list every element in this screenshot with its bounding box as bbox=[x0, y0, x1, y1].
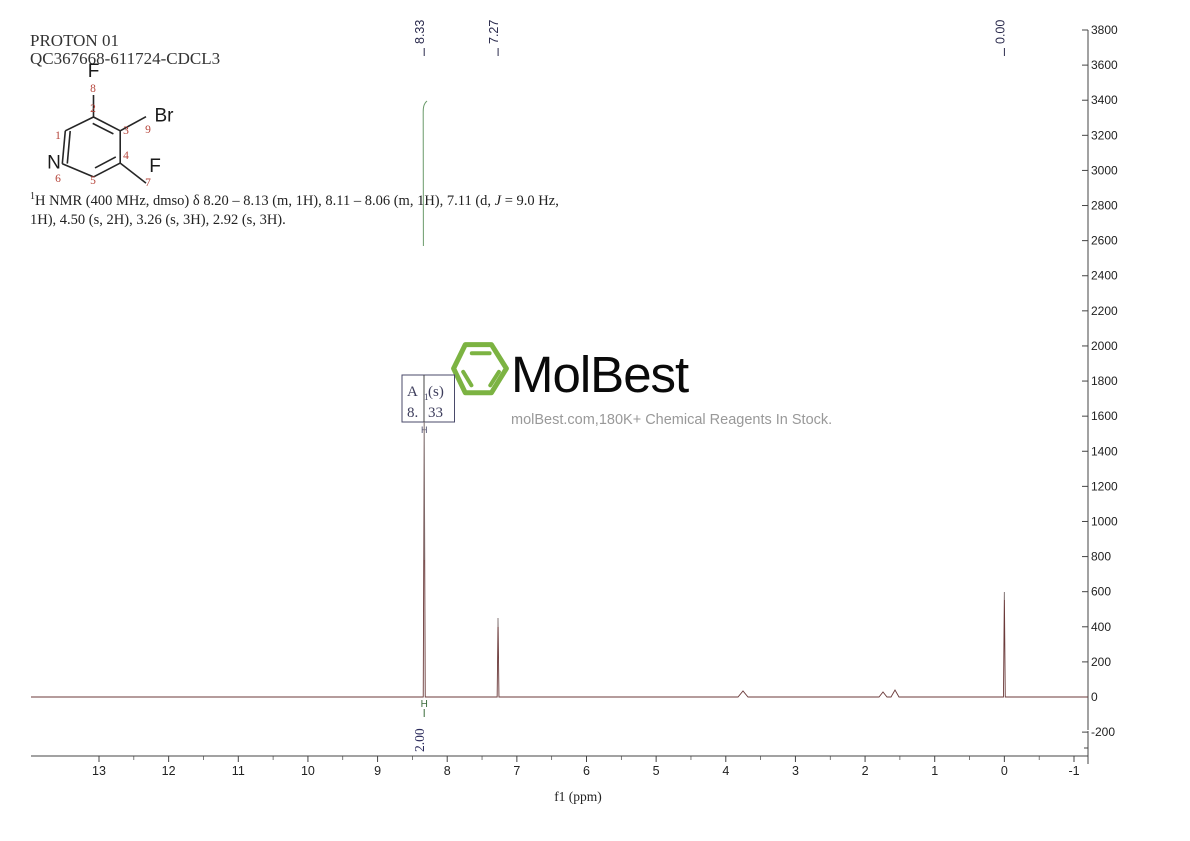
svg-text:1400: 1400 bbox=[1091, 444, 1118, 458]
svg-text:10: 10 bbox=[301, 764, 315, 778]
svg-text:2000: 2000 bbox=[1091, 339, 1118, 353]
svg-text:9: 9 bbox=[374, 764, 381, 778]
svg-text:2600: 2600 bbox=[1091, 234, 1118, 248]
svg-text:molBest.com,180K+ Chemical Rea: molBest.com,180K+ Chemical Reagents In S… bbox=[511, 412, 832, 428]
svg-text:A: A bbox=[407, 384, 418, 400]
svg-text:-200: -200 bbox=[1091, 725, 1115, 739]
svg-text:3600: 3600 bbox=[1091, 58, 1118, 72]
svg-text:1600: 1600 bbox=[1091, 409, 1118, 423]
svg-text:MolBest: MolBest bbox=[511, 346, 689, 403]
svg-text:800: 800 bbox=[1091, 550, 1111, 564]
svg-text:7.27: 7.27 bbox=[487, 20, 501, 44]
svg-text:f1 (ppm): f1 (ppm) bbox=[554, 789, 602, 804]
svg-text:3: 3 bbox=[792, 764, 799, 778]
svg-text:6: 6 bbox=[583, 764, 590, 778]
svg-text:3200: 3200 bbox=[1091, 128, 1118, 142]
svg-text:1: 1 bbox=[931, 764, 938, 778]
svg-text:8: 8 bbox=[444, 764, 451, 778]
svg-text:2400: 2400 bbox=[1091, 269, 1118, 283]
svg-text:0: 0 bbox=[1091, 690, 1098, 704]
svg-text:7: 7 bbox=[513, 764, 520, 778]
svg-text:600: 600 bbox=[1091, 585, 1111, 599]
svg-text:8.: 8. bbox=[407, 405, 418, 421]
svg-text:3400: 3400 bbox=[1091, 93, 1118, 107]
svg-text:2: 2 bbox=[862, 764, 869, 778]
svg-text:5: 5 bbox=[653, 764, 660, 778]
svg-text:-1: -1 bbox=[1068, 764, 1079, 778]
svg-text:3800: 3800 bbox=[1091, 23, 1118, 37]
svg-text:2200: 2200 bbox=[1091, 304, 1118, 318]
svg-text:11: 11 bbox=[232, 764, 245, 778]
svg-text:400: 400 bbox=[1091, 620, 1111, 634]
svg-text:3000: 3000 bbox=[1091, 163, 1118, 177]
svg-text:1800: 1800 bbox=[1091, 374, 1118, 388]
svg-text:200: 200 bbox=[1091, 655, 1111, 669]
svg-text:8.33: 8.33 bbox=[413, 20, 427, 44]
svg-text:1200: 1200 bbox=[1091, 479, 1118, 493]
svg-text:13: 13 bbox=[92, 764, 106, 778]
svg-text:2.00: 2.00 bbox=[412, 728, 427, 752]
svg-text:1000: 1000 bbox=[1091, 514, 1118, 528]
svg-text:4: 4 bbox=[722, 764, 729, 778]
svg-text:0: 0 bbox=[1001, 764, 1008, 778]
svg-text:H: H bbox=[421, 699, 428, 710]
svg-text:12: 12 bbox=[162, 764, 176, 778]
svg-text:2800: 2800 bbox=[1091, 199, 1118, 213]
svg-text:(s): (s) bbox=[428, 384, 444, 400]
svg-text:33: 33 bbox=[428, 405, 443, 421]
svg-text:0.00: 0.00 bbox=[993, 20, 1007, 44]
